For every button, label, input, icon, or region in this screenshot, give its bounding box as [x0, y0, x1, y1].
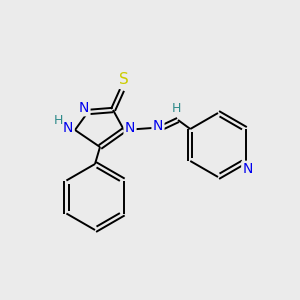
Text: H: H — [53, 113, 63, 127]
Text: N: N — [242, 162, 253, 176]
Text: N: N — [153, 119, 163, 133]
Text: N: N — [125, 121, 135, 135]
Text: H: H — [171, 101, 181, 115]
Text: N: N — [63, 121, 73, 135]
Text: N: N — [79, 101, 89, 115]
Text: S: S — [119, 73, 129, 88]
